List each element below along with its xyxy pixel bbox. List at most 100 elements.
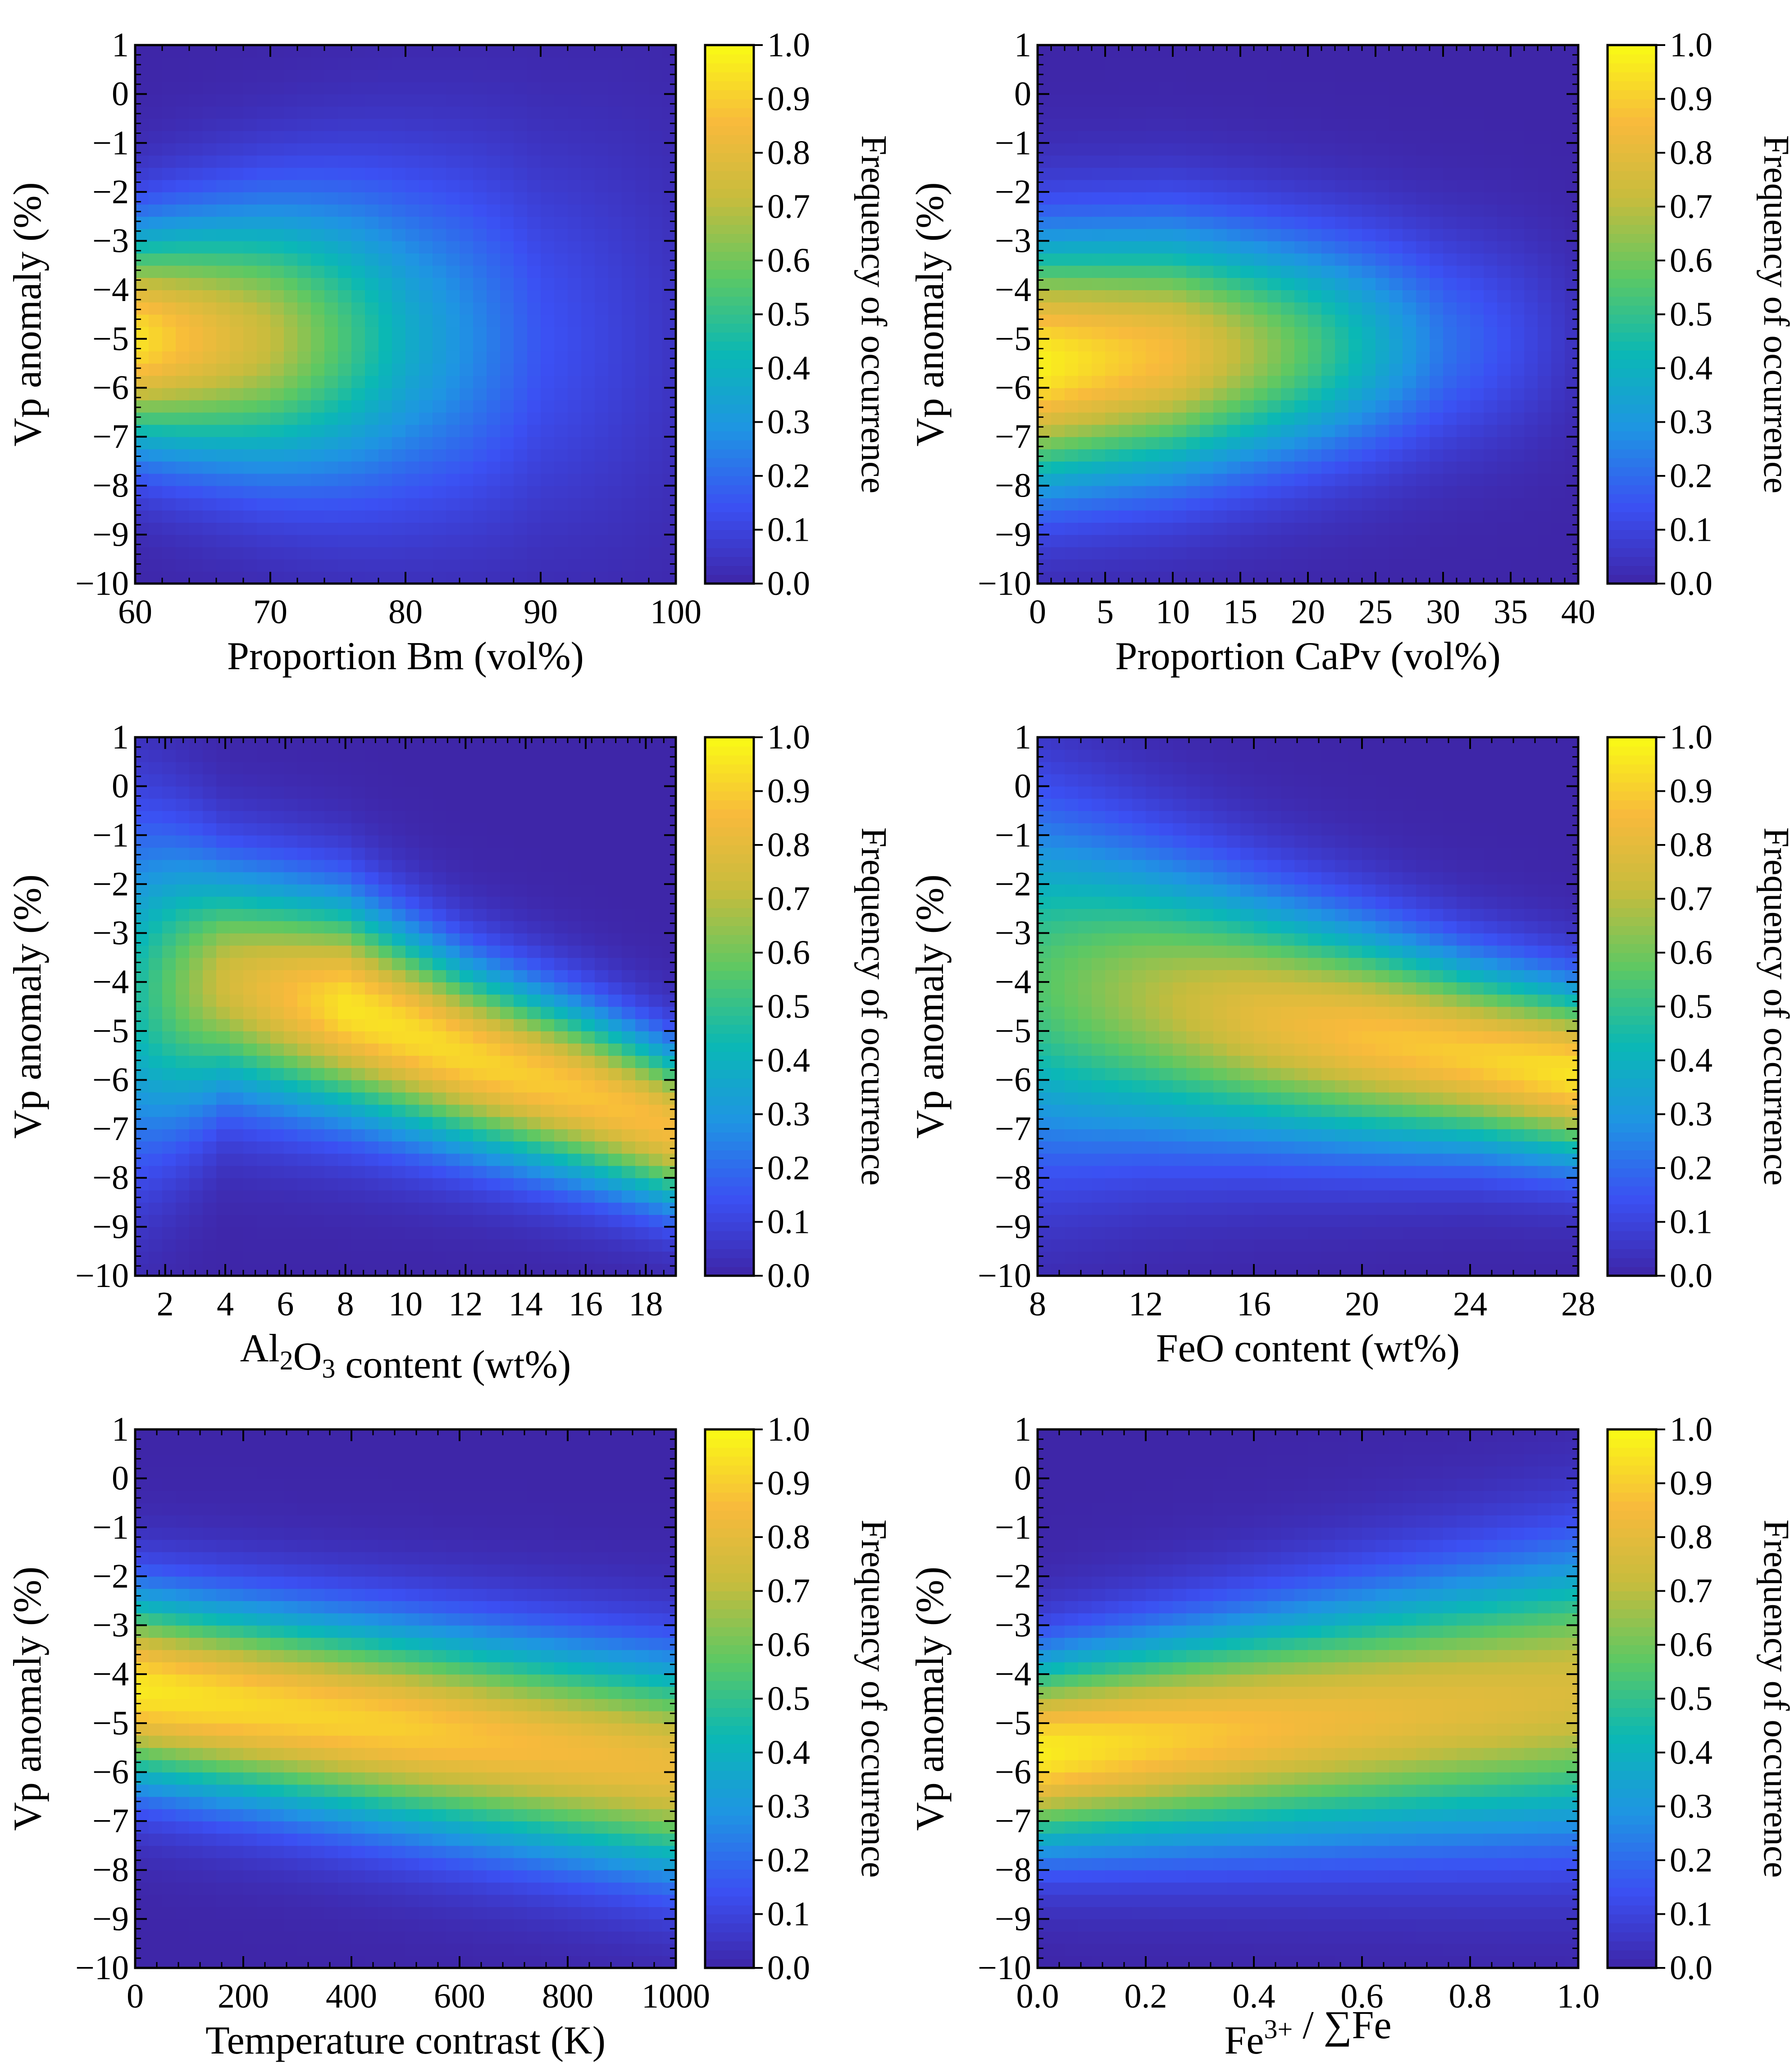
heatmap-cell [338, 131, 352, 143]
heatmap-cell [1200, 327, 1214, 339]
heatmap-cell [230, 982, 244, 995]
heatmap-cell [1105, 449, 1119, 461]
y-tick-label: −8 [995, 467, 1031, 505]
heatmap-cell [635, 559, 649, 572]
heatmap-cell [162, 192, 176, 205]
heatmap-cell [284, 498, 298, 511]
heatmap-cell [1511, 424, 1525, 437]
heatmap-cell [338, 143, 352, 155]
colorbar-segment [705, 386, 754, 396]
heatmap-cell [1308, 571, 1322, 584]
heatmap-cell [230, 872, 244, 885]
heatmap-cell [1538, 82, 1552, 94]
heatmap-cell [189, 921, 203, 933]
heatmap-cell [365, 119, 379, 131]
heatmap-cell [216, 168, 230, 180]
heatmap-cell [662, 265, 676, 278]
heatmap-cell [1308, 461, 1322, 474]
heatmap-cell [446, 180, 460, 192]
heatmap-cell [270, 1043, 284, 1056]
colorbar-tick-label: 0.9 [1670, 80, 1713, 118]
heatmap-cell [662, 57, 676, 70]
heatmap-cell [1200, 474, 1214, 486]
heatmap-cell [1403, 57, 1417, 70]
heatmap-cell [270, 461, 284, 474]
colorbar-segment [705, 99, 754, 109]
colorbar: 1.00.90.80.70.60.50.40.30.20.10.0Frequen… [1608, 26, 1790, 602]
heatmap-cell [514, 534, 528, 547]
heatmap-cell [649, 278, 663, 290]
heatmap-cell [257, 69, 271, 82]
heatmap-cell [1565, 461, 1579, 474]
heatmap-cell [1362, 510, 1376, 523]
heatmap-cell [1186, 461, 1200, 474]
heatmap-cell [662, 45, 676, 58]
heatmap-cell [230, 1019, 244, 1031]
heatmap-cell [1538, 375, 1552, 388]
heatmap-cell [1038, 204, 1052, 217]
heatmap-cells [1038, 45, 1579, 584]
heatmap-cell [243, 474, 257, 486]
heatmap-cell [500, 412, 514, 425]
heatmap-cell [149, 69, 163, 82]
heatmap-cell [338, 180, 352, 192]
heatmap-cell [662, 363, 676, 376]
heatmap-cell [541, 94, 555, 107]
heatmap-cell [284, 424, 298, 437]
heatmap-cell [135, 811, 149, 823]
heatmap-cell [243, 388, 257, 400]
heatmap-cell [1443, 45, 1457, 58]
heatmap-cell [649, 265, 663, 278]
heatmap-cell [365, 1214, 379, 1227]
heatmap-cell [311, 896, 325, 909]
heatmap-cell [365, 1227, 379, 1239]
heatmap-cell [1497, 388, 1511, 400]
heatmap-cell [1173, 82, 1187, 94]
heatmap-cell [297, 216, 311, 229]
colorbar-segment [1608, 171, 1656, 180]
heatmap-cell [541, 192, 555, 205]
heatmap-cell [230, 823, 244, 835]
heatmap-cell [311, 302, 325, 315]
heatmap-cell [392, 412, 406, 425]
heatmap-cell [1051, 351, 1065, 364]
heatmap-cell [635, 253, 649, 266]
heatmap-cell [351, 1031, 365, 1044]
heatmap-cell [1294, 119, 1308, 131]
heatmap-cell [1524, 94, 1538, 107]
heatmap-cell [351, 363, 365, 376]
heatmap-cell [433, 363, 446, 376]
heatmap-cell [338, 168, 352, 180]
heatmap-cell [311, 180, 325, 192]
heatmap-cell [1159, 437, 1173, 449]
heatmap-cell [1146, 339, 1160, 351]
heatmap-cell [1240, 180, 1254, 192]
heatmap-cell [338, 241, 352, 254]
heatmap-cell [595, 571, 609, 584]
heatmap-cell [189, 1007, 203, 1019]
heatmap-cell [257, 860, 271, 872]
heatmap-cell [270, 363, 284, 376]
heatmap-cell [257, 522, 271, 535]
heatmap-cell [419, 461, 433, 474]
heatmap-cell [1524, 119, 1538, 131]
heatmap-cell [1511, 290, 1525, 302]
heatmap-cell [1227, 547, 1241, 560]
heatmap-cell [1416, 290, 1430, 302]
heatmap-cell [284, 1104, 298, 1117]
heatmap-cell [419, 351, 433, 364]
heatmap-cell [581, 82, 595, 94]
heatmap-cell [568, 119, 582, 131]
heatmap-cell [405, 290, 419, 302]
heatmap-cell [243, 412, 257, 425]
heatmap-cell [1227, 216, 1241, 229]
heatmap-cell [176, 860, 190, 872]
heatmap-cell [1294, 547, 1308, 560]
heatmap-cell [1484, 168, 1498, 180]
heatmap-cell [270, 1007, 284, 1019]
heatmap-cell [1051, 265, 1065, 278]
heatmap-cell [568, 437, 582, 449]
heatmap-cell [270, 192, 284, 205]
heatmap-cell [1038, 45, 1052, 58]
heatmap-cell [284, 168, 298, 180]
